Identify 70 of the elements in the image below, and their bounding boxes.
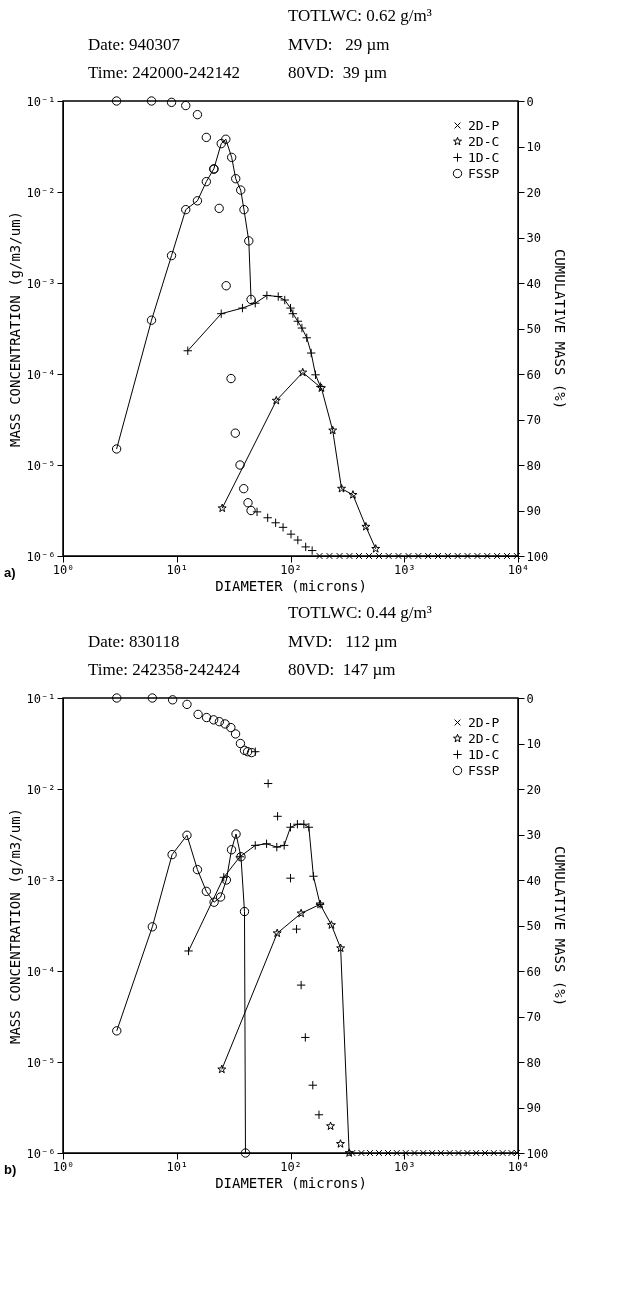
x-tick-label: 10⁴ xyxy=(507,1159,530,1174)
y2-tick-label: 100 xyxy=(526,549,549,564)
y2-tick-label: 80 xyxy=(526,458,541,473)
y2-tick-label: 70 xyxy=(526,413,541,427)
x-tick-label: 10⁰ xyxy=(52,562,75,577)
x-axis-title: DIAMETER (microns) xyxy=(215,577,367,594)
y-axis-title: MASS CONCENTRATION (g/m3/um) xyxy=(6,807,23,1045)
y2-tick-label: 0 xyxy=(526,94,534,109)
y-tick-label: 10⁻⁴ xyxy=(26,964,56,979)
legend-label: 1D-C xyxy=(468,746,500,762)
text: Date: 940307 xyxy=(88,34,182,56)
y2-axis-title: CUMULATIVE MASS (%) xyxy=(552,248,569,410)
y2-tick-label: 20 xyxy=(526,782,541,797)
text: b) xyxy=(4,1162,17,1177)
y2-tick-label: 10 xyxy=(526,737,541,751)
legend-label: 2D-P xyxy=(468,714,500,730)
y2-tick-label: 20 xyxy=(526,185,541,200)
y-tick-label: 10⁻⁶ xyxy=(26,549,56,564)
x-tick-label: 10¹ xyxy=(166,562,189,577)
x-tick-label: 10² xyxy=(280,1159,302,1174)
y2-axis-title: CUMULATIVE MASS (%) xyxy=(552,845,569,1007)
y2-tick-label: 60 xyxy=(526,367,541,382)
y2-tick-label: 40 xyxy=(526,873,541,888)
y2-tick-label: 0 xyxy=(526,691,534,706)
legend-label: 1D-C xyxy=(468,149,500,165)
text: Date: 830118 xyxy=(88,631,181,653)
y2-tick-label: 80 xyxy=(526,1055,541,1070)
y-tick-label: 10⁻¹ xyxy=(26,94,56,109)
y-tick-label: 10⁻⁵ xyxy=(26,1055,56,1070)
x-tick-label: 10⁰ xyxy=(52,1159,75,1174)
y2-tick-label: 40 xyxy=(526,276,541,291)
x-tick-label: 10³ xyxy=(393,1159,416,1174)
text: Time: 242358-242424 xyxy=(88,660,241,682)
x-axis-title: DIAMETER (microns) xyxy=(215,1174,367,1191)
y-axis-title: MASS CONCENTRATION (g/m3/um) xyxy=(6,210,23,448)
text: TOTLWC: 0.44 g/m³ xyxy=(288,603,433,624)
y2-tick-label: 30 xyxy=(526,231,541,245)
y2-tick-label: 50 xyxy=(526,322,541,336)
y2-tick-label: 90 xyxy=(526,1101,541,1115)
x-tick-label: 10⁴ xyxy=(507,562,530,577)
y2-tick-label: 70 xyxy=(526,1010,541,1024)
text: TOTLWC: 0.62 g/m³ xyxy=(288,6,433,27)
y-tick-label: 10⁻⁵ xyxy=(26,458,56,473)
y2-tick-label: 50 xyxy=(526,919,541,933)
text: MVD: 112 µm xyxy=(288,631,399,653)
y-tick-label: 10⁻² xyxy=(26,782,56,797)
y-tick-label: 10⁻¹ xyxy=(26,691,56,706)
y2-tick-label: 90 xyxy=(526,504,541,518)
legend-label: 2D-C xyxy=(468,730,500,746)
text: 80VD: 39 µm xyxy=(288,63,389,85)
y-tick-label: 10⁻² xyxy=(26,185,56,200)
legend-label: 2D-C xyxy=(468,133,500,149)
legend-label: FSSP xyxy=(468,762,500,778)
y2-tick-label: 60 xyxy=(526,964,541,979)
y-tick-label: 10⁻³ xyxy=(26,873,56,888)
y2-tick-label: 30 xyxy=(526,828,541,842)
y-tick-label: 10⁻⁴ xyxy=(26,367,56,382)
legend-label: FSSP xyxy=(468,165,500,181)
text: 80VD: 147 µm xyxy=(288,660,397,682)
x-tick-label: 10² xyxy=(280,562,302,577)
legend-label: 2D-P xyxy=(468,117,500,133)
text: MVD: 29 µm xyxy=(288,34,391,56)
text: Time: 242000-242142 xyxy=(88,63,241,85)
y-tick-label: 10⁻³ xyxy=(26,276,56,291)
text: a) xyxy=(4,565,16,580)
y-tick-label: 10⁻⁶ xyxy=(26,1146,56,1161)
y2-tick-label: 100 xyxy=(526,1146,549,1161)
x-tick-label: 10¹ xyxy=(166,1159,189,1174)
x-tick-label: 10³ xyxy=(393,562,416,577)
y2-tick-label: 10 xyxy=(526,140,541,154)
